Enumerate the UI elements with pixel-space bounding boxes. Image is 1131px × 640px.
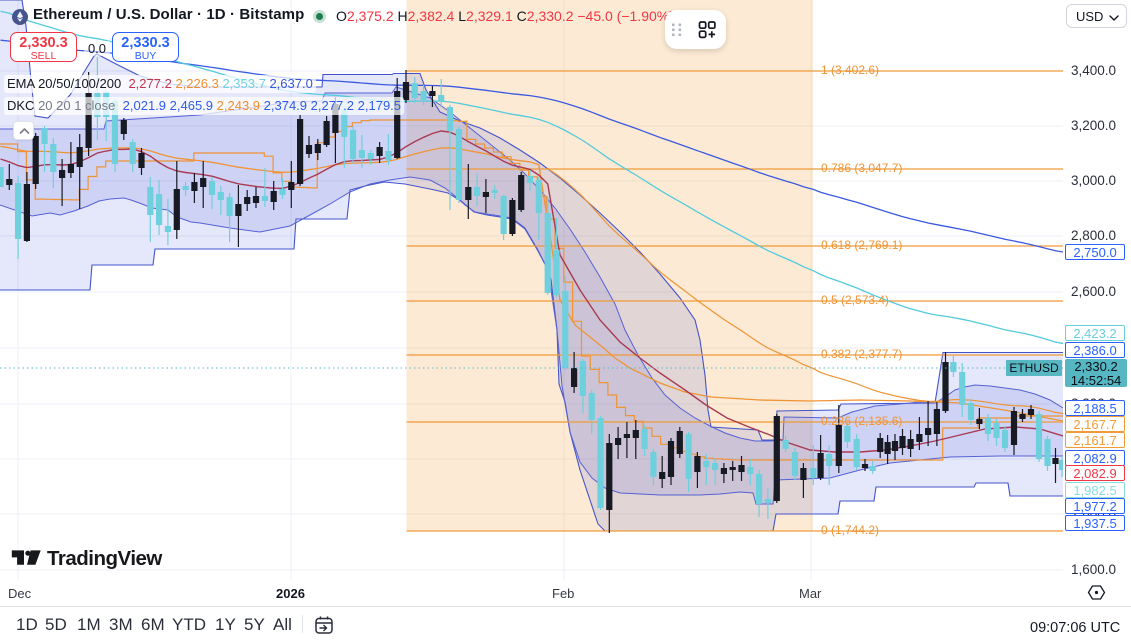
svg-text:TradingView: TradingView <box>47 547 162 570</box>
